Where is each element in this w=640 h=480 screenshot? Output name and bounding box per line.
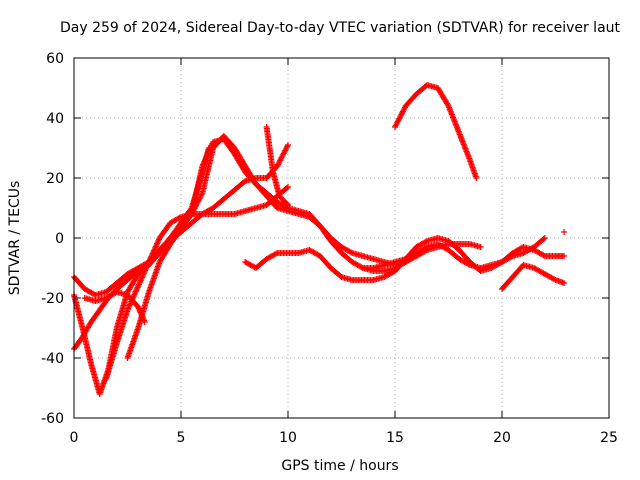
grid: [74, 58, 609, 418]
data-point: [358, 264, 365, 271]
x-tick-label: 10: [279, 430, 297, 446]
y-tick-label: 40: [46, 111, 64, 127]
data-point: [561, 253, 568, 259]
series-arc-8: [263, 124, 291, 208]
data-point: [540, 236, 547, 242]
x-tick-label: 5: [177, 430, 186, 446]
y-tick-label: 60: [46, 51, 64, 67]
y-tick-label: -20: [41, 291, 64, 307]
x-axis-label: GPS time / hours: [281, 458, 398, 474]
x-tick-label: 25: [600, 430, 618, 446]
y-tick-label: 20: [46, 171, 64, 187]
data-point: [473, 175, 480, 181]
y-axis-label: SDTVAR / TECUs: [7, 181, 23, 296]
series-arc-6: [124, 133, 484, 361]
x-tick-label: 0: [70, 430, 79, 446]
data-point: [285, 202, 291, 208]
data-point: [561, 229, 568, 235]
data-point: [285, 184, 291, 190]
series-arc-12: [561, 229, 568, 235]
y-tick-label: -60: [41, 411, 64, 427]
data-point: [540, 252, 547, 259]
data-point: [465, 261, 472, 268]
data-point: [283, 185, 290, 191]
data-point: [444, 101, 451, 108]
data-point: [347, 249, 354, 256]
data-point: [551, 276, 558, 283]
series-arc-11: [499, 262, 568, 292]
data-point: [561, 280, 568, 286]
data-point: [541, 235, 548, 241]
data-point: [508, 253, 515, 260]
y-tick-label: -40: [41, 351, 64, 367]
series-arc-9: [392, 82, 480, 181]
axis-ticks: 0 5 10 15 20 25 -60 -40 -20 0 20 40 60: [41, 51, 618, 446]
data-points: [71, 82, 568, 397]
data-point: [477, 244, 484, 250]
data-point: [272, 250, 279, 257]
data-point: [285, 142, 291, 148]
data-point: [176, 214, 183, 221]
x-tick-label: 15: [386, 430, 404, 446]
series-arc-7: [242, 235, 568, 283]
y-tick-label: 0: [55, 231, 64, 247]
series-arc-10: [359, 235, 548, 274]
data-point: [422, 244, 429, 251]
data-point: [422, 238, 429, 245]
x-tick-label: 20: [493, 430, 511, 446]
data-point: [283, 200, 290, 207]
chart-title: Day 259 of 2024, Sidereal Day-to-day VTE…: [60, 20, 621, 36]
